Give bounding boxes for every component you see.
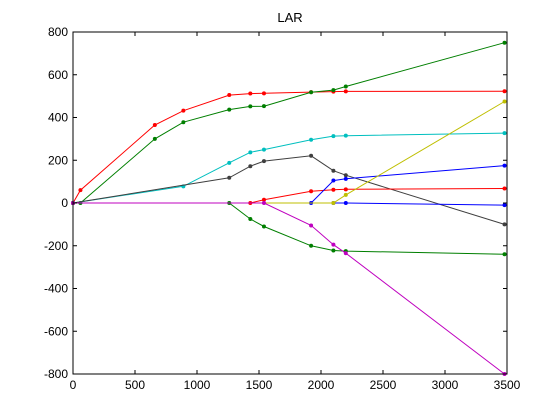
series-0 [71, 89, 507, 205]
x-tick-label: 0 [70, 378, 77, 392]
data-point [502, 40, 507, 45]
data-point [309, 137, 314, 142]
y-tick-label: -200 [44, 239, 68, 253]
series-line [72, 90, 505, 204]
series-6 [71, 201, 507, 208]
series-line [73, 42, 505, 204]
y-tick-label: 600 [48, 68, 68, 82]
data-point [502, 222, 507, 227]
series-layer [71, 40, 507, 376]
data-point [248, 91, 253, 96]
data-point [502, 131, 507, 136]
series-line [72, 155, 505, 225]
data-point [331, 187, 336, 192]
data-point [331, 242, 336, 247]
data-point [331, 201, 336, 205]
series-line [73, 202, 505, 375]
data-point [331, 168, 336, 173]
data-point [309, 243, 314, 248]
data-point [248, 164, 253, 169]
data-point [331, 178, 336, 183]
data-point [261, 104, 266, 109]
data-point [343, 84, 348, 89]
data-point [331, 134, 336, 139]
data-point [343, 133, 348, 138]
series-line [73, 165, 505, 204]
data-point [502, 163, 507, 168]
data-point [502, 99, 507, 104]
x-tick-label: 2000 [308, 378, 335, 392]
data-point [248, 150, 253, 155]
data-point [227, 93, 232, 98]
series-4 [71, 186, 507, 205]
y-tick-label: 400 [48, 111, 68, 125]
y-tick-label: 0 [61, 196, 68, 210]
y-tick-label: 200 [48, 153, 68, 167]
data-point [181, 120, 186, 125]
data-point [261, 201, 266, 205]
data-point [261, 159, 266, 164]
series-8 [71, 201, 507, 257]
data-point [343, 173, 348, 178]
x-tick-label: 2500 [370, 378, 397, 392]
y-tick-label: -800 [44, 367, 68, 381]
data-point [343, 187, 348, 192]
series-1 [71, 40, 507, 205]
data-point [261, 197, 266, 202]
data-point [309, 90, 314, 95]
data-point [78, 188, 83, 193]
data-point [309, 189, 314, 194]
data-point [343, 192, 348, 197]
y-tick-label: 800 [48, 25, 68, 39]
data-point [331, 88, 336, 93]
data-point [261, 91, 266, 96]
series-3 [71, 153, 507, 227]
data-point [343, 89, 348, 94]
x-tick-label: 500 [125, 378, 145, 392]
axis-ticks: 0 500 1000 1500 2000 2500 3000 3500-800-600-400… [44, 25, 521, 392]
series-2 [71, 131, 507, 205]
data-point [152, 122, 157, 127]
series-9 [71, 201, 507, 376]
data-point [343, 251, 348, 256]
data-point [248, 104, 253, 109]
series-line [73, 202, 505, 255]
x-tick-label: 3500 [494, 378, 521, 392]
data-point [309, 153, 314, 158]
data-point [502, 89, 507, 94]
data-point [227, 175, 232, 180]
data-point [343, 176, 348, 181]
data-point [502, 186, 507, 191]
series-5 [71, 163, 507, 205]
y-tick-label: -400 [44, 282, 68, 296]
data-point [248, 217, 253, 222]
data-point [261, 224, 266, 229]
data-point [152, 136, 157, 141]
x-tick-label: 1500 [246, 378, 273, 392]
series-line [73, 101, 505, 204]
data-point [227, 160, 232, 165]
chart-title: LAR [277, 10, 302, 25]
data-point [343, 201, 348, 205]
data-point [181, 108, 186, 113]
data-point [227, 107, 232, 112]
x-tick-label: 1000 [184, 378, 211, 392]
data-point [502, 203, 507, 208]
y-tick-label: -600 [44, 324, 68, 338]
data-point [502, 252, 507, 257]
data-point [309, 223, 314, 228]
data-point [261, 147, 266, 152]
data-point [331, 248, 336, 253]
x-tick-label: 3000 [432, 378, 459, 392]
series-line [73, 188, 505, 204]
